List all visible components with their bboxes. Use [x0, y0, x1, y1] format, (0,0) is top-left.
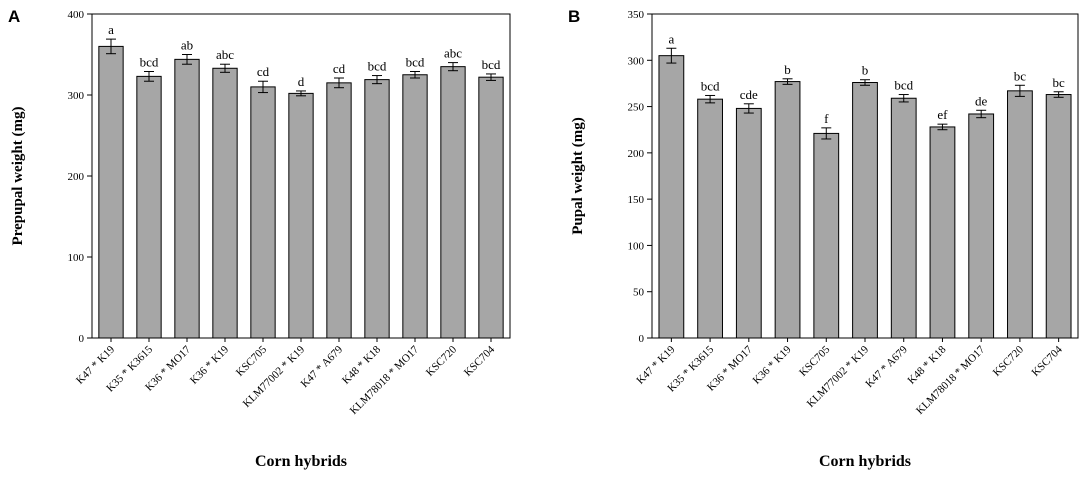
bar [212, 67, 238, 339]
significance-letter: a [668, 31, 674, 46]
y-tick-label: 350 [628, 9, 645, 21]
significance-letter: bcd [701, 78, 720, 93]
significance-letter: bcd [894, 78, 913, 93]
y-tick-label: 400 [68, 9, 85, 21]
bar [1045, 94, 1072, 339]
bar [735, 107, 762, 339]
y-tick-label: 300 [628, 55, 645, 67]
significance-letter: b [784, 62, 791, 77]
y-tick-label: 50 [633, 287, 645, 299]
bar [364, 79, 390, 339]
y-tick-label: 300 [68, 90, 85, 102]
panel-label: A [8, 7, 20, 26]
y-tick-label: 100 [628, 240, 645, 252]
bar [478, 76, 504, 339]
bar [697, 98, 723, 339]
bar [1007, 90, 1033, 339]
significance-letter: bcd [482, 57, 501, 72]
bar [852, 82, 878, 339]
x-tick-label: KSC704 [462, 343, 498, 379]
bar [440, 66, 466, 339]
significance-letter: abc [216, 47, 234, 62]
y-tick-label: 0 [79, 333, 85, 345]
bar [968, 113, 995, 339]
bar [136, 75, 162, 339]
x-tick-label: KSC720 [991, 343, 1027, 379]
bar [658, 55, 685, 339]
x-tick-label: KLM78018 * MO17 [914, 343, 988, 417]
bar [402, 74, 428, 339]
significance-letter: ab [181, 38, 193, 53]
significance-letter: ef [937, 107, 948, 122]
x-tick-label: KSC720 [424, 343, 460, 379]
significance-letter: bcd [406, 55, 425, 70]
x-axis-label: Corn hybrids [255, 453, 347, 470]
x-tick-label: K36 * K19 [188, 343, 231, 386]
significance-letter: a [108, 22, 114, 37]
bar [774, 81, 801, 339]
y-axis-label: Prepupal weight (mg) [10, 107, 26, 246]
y-tick-label: 150 [628, 194, 645, 206]
panel-label: B [568, 7, 580, 26]
x-axis-label: Corn hybrids [819, 453, 911, 470]
significance-letter: cd [257, 64, 270, 79]
significance-letter: f [824, 111, 829, 126]
x-tick-label: KSC704 [1029, 343, 1065, 379]
bar [929, 126, 956, 339]
bar [174, 58, 200, 339]
bar [326, 82, 352, 339]
significance-letter: de [975, 93, 988, 108]
x-tick-label: KSC705 [234, 343, 270, 379]
x-tick-label: K47 * A679 [863, 343, 910, 390]
y-tick-label: 0 [639, 333, 645, 345]
significance-letter: bcd [140, 55, 159, 70]
significance-letter: cd [333, 61, 346, 76]
y-tick-label: 200 [628, 148, 645, 160]
bar [98, 45, 124, 339]
significance-letter: abc [444, 46, 462, 61]
bar [288, 92, 314, 339]
significance-letter: b [862, 63, 869, 78]
significance-letter: bc [1014, 68, 1027, 83]
significance-letter: d [298, 74, 305, 89]
significance-letter: bcd [368, 59, 387, 74]
y-axis-label: Pupal weight (mg) [570, 117, 586, 235]
significance-letter: cde [740, 87, 758, 102]
y-tick-label: 100 [68, 252, 85, 264]
x-tick-label: K36 * K19 [751, 343, 794, 386]
y-tick-label: 250 [628, 102, 645, 114]
y-tick-label: 200 [68, 171, 85, 183]
significance-letter: bc [1052, 75, 1065, 90]
bar [250, 86, 276, 339]
bar [813, 132, 840, 339]
x-tick-label: KLM78018 * MO17 [348, 343, 422, 417]
bar [890, 97, 917, 339]
x-tick-label: KSC705 [797, 343, 833, 379]
chart-panel-a: A 0 100 200 300 400 Prepupal weight (mg) a K47 *… [8, 7, 511, 470]
x-tick-label: K47 * A679 [299, 343, 346, 390]
chart-panel-b: B 0 50 100 150 200 250 300 350 Pupal weight (mg) a… [568, 7, 1079, 470]
